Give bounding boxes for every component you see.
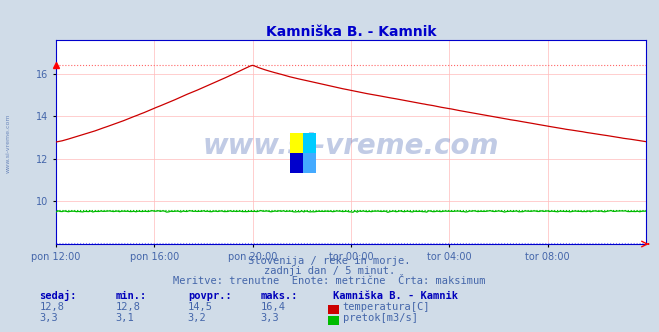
Text: www.si-vreme.com: www.si-vreme.com (203, 132, 499, 160)
Bar (303, 153, 316, 173)
Text: 3,3: 3,3 (40, 313, 58, 323)
Text: 14,5: 14,5 (188, 302, 213, 312)
Title: Kamniška B. - Kamnik: Kamniška B. - Kamnik (266, 25, 436, 39)
Bar (290, 153, 303, 173)
Text: www.si-vreme.com: www.si-vreme.com (5, 113, 11, 173)
Text: zadnji dan / 5 minut.: zadnji dan / 5 minut. (264, 266, 395, 276)
Text: 3,1: 3,1 (115, 313, 134, 323)
Text: maks.:: maks.: (260, 291, 298, 301)
Text: 12,8: 12,8 (115, 302, 140, 312)
Bar (303, 133, 316, 153)
Text: Meritve: trenutne  Enote: metrične  Črta: maksimum: Meritve: trenutne Enote: metrične Črta: … (173, 276, 486, 286)
Text: povpr.:: povpr.: (188, 291, 231, 301)
Text: 3,3: 3,3 (260, 313, 279, 323)
Text: temperatura[C]: temperatura[C] (343, 302, 430, 312)
Text: 3,2: 3,2 (188, 313, 206, 323)
Text: 12,8: 12,8 (40, 302, 65, 312)
Text: min.:: min.: (115, 291, 146, 301)
Text: pretok[m3/s]: pretok[m3/s] (343, 313, 418, 323)
Text: Kamniška B. - Kamnik: Kamniška B. - Kamnik (333, 291, 458, 301)
Text: sedaj:: sedaj: (40, 290, 77, 301)
Text: 16,4: 16,4 (260, 302, 285, 312)
Bar (290, 133, 303, 153)
Text: Slovenija / reke in morje.: Slovenija / reke in morje. (248, 256, 411, 266)
